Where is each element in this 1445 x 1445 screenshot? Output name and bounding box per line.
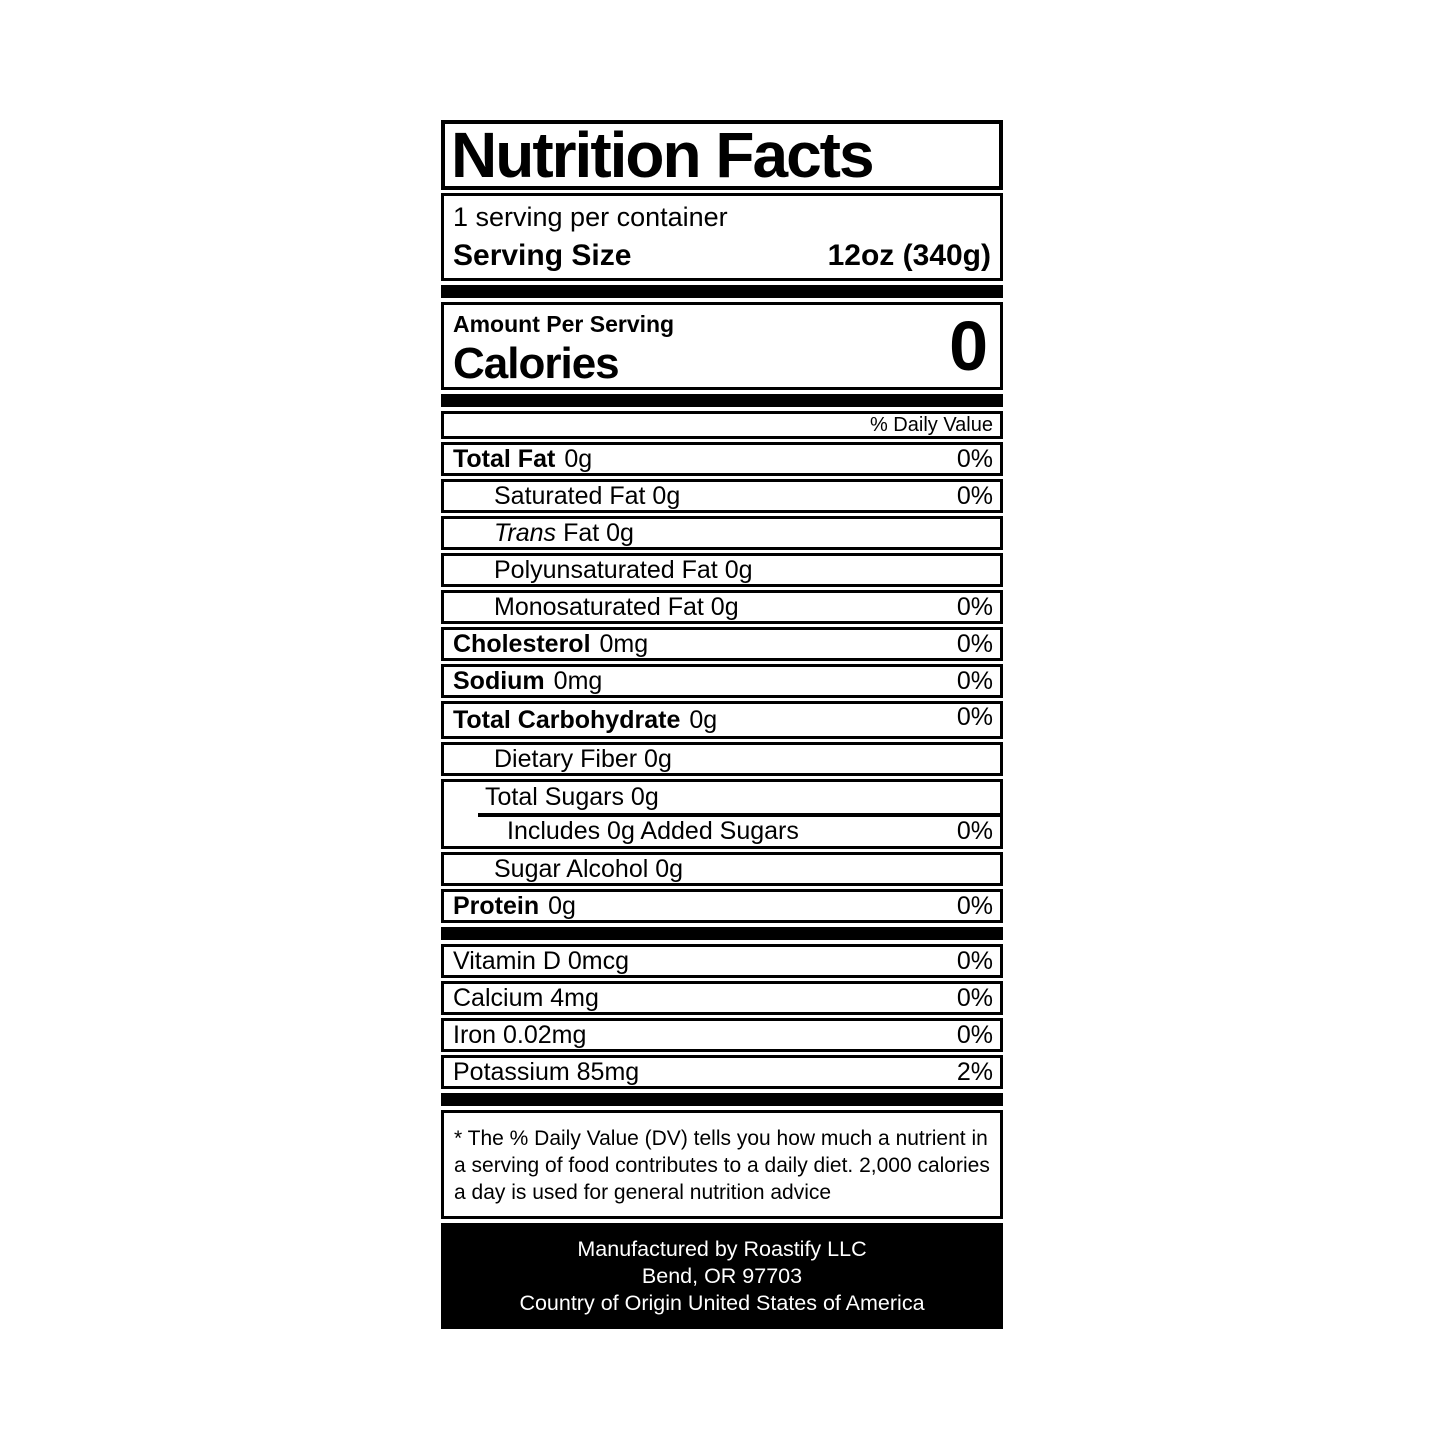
daily-value-header-row: % Daily Value	[441, 411, 1003, 439]
daily-value-footnote: * The % Daily Value (DV) tells you how m…	[441, 1110, 1003, 1219]
row-dietary-fiber: Dietary Fiber 0g	[441, 742, 1003, 776]
nutrient-name: Total Fat	[453, 444, 556, 473]
label-title: Nutrition Facts	[451, 119, 875, 191]
nutrient-amount: Dietary Fiber 0g	[494, 744, 672, 773]
nutrient-name: Total Carbohydrate	[453, 705, 681, 734]
nutrient-amount: Saturated Fat 0g	[494, 481, 681, 510]
nutrient-name: Protein	[453, 891, 540, 920]
manufacturer-line: Manufactured by Roastify LLC	[577, 1236, 867, 1261]
nutrient-amount: 0mg	[599, 629, 649, 658]
daily-value: 0%	[956, 592, 993, 621]
row-total-sugars: Total Sugars 0g	[444, 782, 1000, 813]
serving-size-label: Serving Size	[453, 239, 632, 272]
nutrient-amount: Iron 0.02mg	[453, 1020, 587, 1049]
serving-size-value: 12oz (340g)	[827, 239, 991, 272]
servings-per-container: 1 serving per container	[453, 202, 728, 232]
row-total-carbohydrate: Total Carbohydrate 0g 0%	[441, 701, 1003, 739]
daily-value: 2%	[956, 1057, 993, 1086]
nutrient-amount: Calcium 4mg	[453, 983, 599, 1012]
daily-value: 0%	[956, 481, 993, 510]
daily-value: 0%	[956, 946, 993, 975]
nutrient-amount: Vitamin D 0mcg	[453, 946, 629, 975]
nutrient-amount: Monosaturated Fat 0g	[494, 592, 739, 621]
nutrient-amount: 0g	[689, 705, 718, 734]
title-box: Nutrition Facts	[441, 120, 1003, 190]
daily-value: 0%	[956, 444, 993, 473]
divider-thick	[441, 285, 1003, 298]
nutrient-amount: Sugar Alcohol 0g	[494, 854, 684, 883]
divider-thick	[441, 1093, 1003, 1106]
amount-per-serving: Amount Per Serving	[453, 311, 675, 337]
nutrient-amount: Fat 0g	[563, 518, 634, 547]
nutrient-amount: Total Sugars 0g	[485, 783, 659, 811]
row-sugars-group: Total Sugars 0g Includes 0g Added Sugars…	[441, 779, 1003, 849]
row-iron: Iron 0.02mg 0%	[441, 1018, 1003, 1052]
daily-value: 0%	[956, 816, 993, 845]
daily-value: 0%	[956, 666, 993, 695]
row-cholesterol: Cholesterol 0mg 0%	[441, 627, 1003, 661]
daily-value: 0%	[956, 1020, 993, 1049]
daily-value: 0%	[956, 629, 993, 658]
footnote-line: a day is used for general nutrition advi…	[454, 1181, 832, 1204]
nutrient-amount: 0g	[564, 444, 593, 473]
row-polyunsaturated-fat: Polyunsaturated Fat 0g	[441, 553, 1003, 587]
daily-value: 0%	[956, 703, 993, 731]
nutrient-amount: 0g	[548, 891, 576, 920]
nutrient-amount: 0mg	[553, 666, 603, 695]
row-added-sugars: Includes 0g Added Sugars 0%	[444, 817, 1000, 845]
nutrient-amount: Includes 0g Added Sugars	[507, 816, 799, 845]
daily-value: 0%	[956, 983, 993, 1012]
nutrient-name-italic: Trans	[494, 518, 557, 547]
footnote-line: * The % Daily Value (DV) tells you how m…	[454, 1127, 988, 1150]
row-protein: Protein 0g 0%	[441, 889, 1003, 923]
divider-indented	[478, 813, 1000, 817]
footnote-line: a serving of food contributes to a daily…	[454, 1154, 990, 1177]
serving-section: 1 serving per container Serving Size 12o…	[441, 193, 1003, 281]
nutrient-name: Sodium	[453, 666, 545, 695]
row-sugar-alcohol: Sugar Alcohol 0g	[441, 852, 1003, 886]
row-potassium: Potassium 85mg 2%	[441, 1055, 1003, 1089]
row-sodium: Sodium 0mg 0%	[441, 664, 1003, 698]
divider-thick	[441, 394, 1003, 407]
manufacturer-line: Bend, OR 97703	[641, 1263, 803, 1288]
manufacturer-line: Country of Origin United States of Ameri…	[519, 1290, 925, 1315]
manufacturer-box: Manufactured by Roastify LLC Bend, OR 97…	[441, 1223, 1003, 1329]
serving-size-row: Serving Size 12oz (340g)	[453, 235, 991, 277]
calories-section: Amount Per Serving Calories 0	[441, 302, 1003, 390]
daily-value-header: % Daily Value	[869, 413, 993, 436]
row-trans-fat: Trans Fat 0g	[441, 516, 1003, 550]
row-total-fat: Total Fat 0g 0%	[441, 442, 1003, 476]
daily-value: 0%	[956, 891, 993, 920]
row-monosaturated-fat: Monosaturated Fat 0g 0%	[441, 590, 1003, 624]
calories-value: 0	[949, 307, 988, 385]
nutrient-name: Cholesterol	[453, 629, 591, 658]
row-calcium: Calcium 4mg 0%	[441, 981, 1003, 1015]
calories-label: Calories	[453, 339, 620, 388]
nutrient-amount: Potassium 85mg	[453, 1057, 640, 1086]
nutrient-amount: Polyunsaturated Fat 0g	[494, 555, 753, 584]
divider-thick	[441, 927, 1003, 940]
row-vitamin-d: Vitamin D 0mcg 0%	[441, 944, 1003, 978]
row-saturated-fat: Saturated Fat 0g 0%	[441, 479, 1003, 513]
nutrition-facts-label: Nutrition Facts 1 serving per container …	[441, 120, 1003, 1329]
